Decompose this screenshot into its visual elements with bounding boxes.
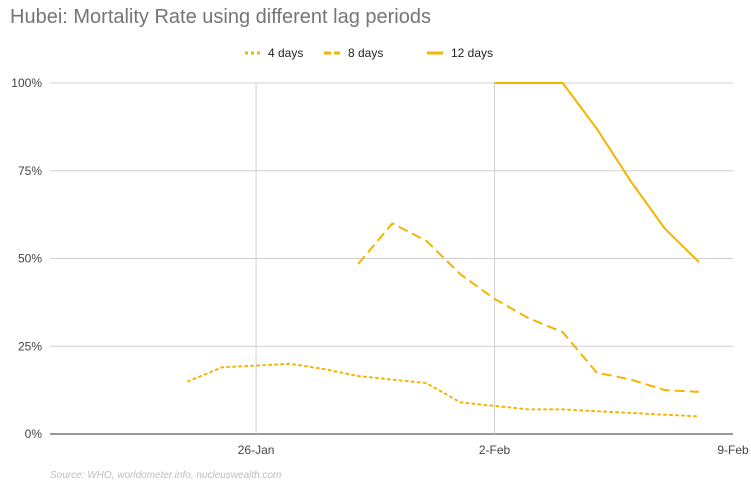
legend-item-12-days[interactable]: 12 days <box>427 44 493 62</box>
legend-swatch-solid <box>427 51 443 55</box>
legend-swatch-dotted <box>245 51 260 55</box>
legend-swatch-dashed <box>324 51 340 55</box>
legend-item-4-days[interactable]: 4 days <box>244 44 303 62</box>
legend-label: 12 days <box>451 46 494 60</box>
chart-title: Hubei: Mortality Rate using different la… <box>10 6 431 28</box>
legend-label: 8 days <box>348 46 384 60</box>
series-line-4-days <box>187 362 700 418</box>
y-tick-label: 75% <box>18 164 42 178</box>
legend-label: 4 days <box>268 46 304 60</box>
series-line-12-days <box>494 82 700 263</box>
y-tick-label: 0% <box>25 427 43 441</box>
y-tick-label: 25% <box>18 339 42 353</box>
legend: 4 days 8 days 12 days <box>0 44 751 62</box>
source-note: Source: WHO, worldometer.info, nucleuswe… <box>50 470 282 481</box>
y-tick-label: 50% <box>18 252 42 266</box>
x-tick-label: 2-Feb <box>479 443 511 457</box>
series-line-8-days <box>357 222 699 393</box>
x-tick-label: 9-Feb <box>717 443 749 457</box>
x-tick-label: 26-Jan <box>238 443 275 457</box>
y-tick-label: 100% <box>11 76 42 90</box>
legend-item-8-days[interactable]: 8 days <box>324 44 383 62</box>
